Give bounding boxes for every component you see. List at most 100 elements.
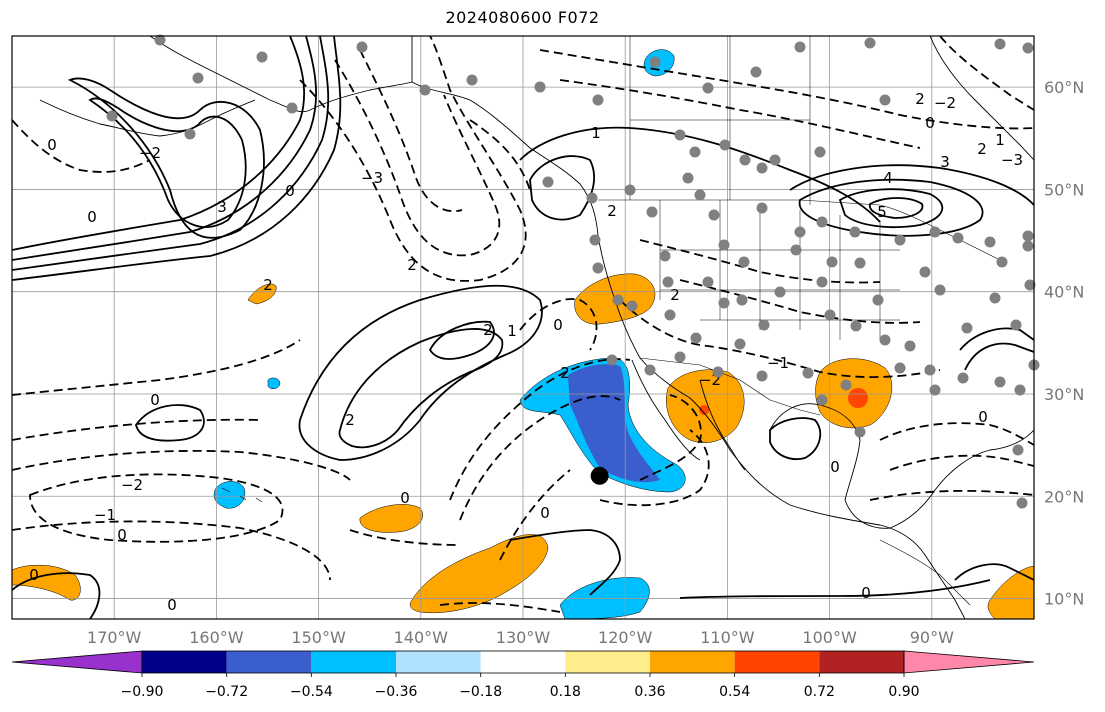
contour-positive (338, 328, 504, 449)
coastlines (39, 36, 1034, 619)
colorbar-tick-label: −0.36 (375, 684, 418, 700)
contour-negative (469, 119, 531, 191)
station-dot (794, 226, 806, 238)
colorbar-over-triangle (903, 650, 1035, 674)
map-title: 2024080600 F072 (445, 8, 600, 27)
contour-positive (12, 36, 342, 281)
contour-negative (639, 394, 702, 481)
contour-label: 2 (263, 276, 273, 294)
colorbar-swatch (480, 651, 566, 673)
contour-label: 0 (29, 566, 39, 584)
contour-label: 4 (883, 169, 893, 187)
longitude-tick-label: 150°W (291, 628, 346, 647)
contour-negative (334, 59, 501, 257)
colorbar-tick-label: −0.72 (205, 684, 248, 700)
contour-negative (879, 422, 1034, 446)
contour-negative (519, 298, 598, 351)
positive-anomaly-small (247, 283, 277, 305)
station-dot (984, 236, 996, 248)
station-dot (961, 322, 973, 334)
station-dot (816, 276, 828, 288)
alaska-coast (149, 36, 413, 113)
latitude-tick-label: 30°N (1044, 385, 1084, 404)
longitude-tick-label: 160°W (189, 628, 244, 647)
station-dot (952, 232, 964, 244)
contour-negative (449, 358, 631, 501)
station-dot (736, 294, 748, 306)
contour-positive (519, 126, 881, 223)
contour-label: 1 (591, 124, 601, 142)
contour-positive (959, 327, 1034, 351)
station-dot (774, 286, 786, 298)
station-dot (826, 256, 838, 268)
station-dot (466, 74, 478, 86)
contour-positive (12, 36, 317, 261)
gridlines (12, 36, 1034, 619)
station-dot (690, 332, 702, 344)
contour-positive (954, 563, 1034, 581)
station-dot (924, 364, 936, 376)
station-dot (994, 376, 1006, 388)
contour-label: 2 (345, 411, 355, 429)
station-dot (184, 128, 196, 140)
negative-anomaly-tiny (267, 377, 281, 389)
contour-positive (135, 404, 205, 442)
contour-negative (359, 49, 463, 213)
station-dot (756, 162, 768, 174)
contour-label: 0 (400, 489, 410, 507)
station-dot (674, 351, 686, 363)
station-dot (689, 146, 701, 158)
contour-label: 0 (150, 391, 160, 409)
station-dot (702, 82, 714, 94)
contour-label: −1 (767, 354, 789, 372)
station-dot (712, 366, 724, 378)
map-frame (11, 35, 1035, 620)
contour-negative (599, 429, 710, 507)
contour-positive (88, 97, 247, 228)
contour-label: −2 (139, 144, 161, 162)
location-marker (590, 466, 609, 485)
latitude-tick-label: 50°N (1044, 180, 1084, 199)
station-dot (356, 41, 368, 53)
colorbar-tick-label: 0.54 (719, 684, 750, 700)
station-dot (894, 362, 906, 374)
contour-label: 0 (925, 114, 935, 132)
contour-label: 5 (877, 203, 887, 221)
station-dot (1024, 279, 1036, 291)
station-dot (256, 51, 268, 63)
station-dot (894, 234, 906, 246)
station-dot (606, 354, 618, 366)
contour-label: 2 (407, 256, 417, 274)
station-dot (419, 84, 431, 96)
contour-label: 0 (553, 316, 563, 334)
station-dot (879, 94, 891, 106)
station-dot (708, 209, 720, 221)
station-dot (790, 244, 802, 256)
canada-provinces (629, 36, 811, 205)
contour-positive (769, 417, 822, 460)
contour-label: 2 (670, 286, 680, 304)
state-lines (659, 200, 900, 340)
aleutians (39, 99, 256, 137)
station-dot (644, 364, 656, 376)
colorbar-swatch (819, 651, 904, 673)
station-dot (1022, 230, 1034, 242)
latitude-tick-label: 60°N (1044, 78, 1084, 97)
contour-negative (869, 489, 1034, 501)
contour-label: 0 (47, 136, 57, 154)
station-dot (286, 102, 298, 114)
longitude-tick-label: 100°W (802, 628, 857, 647)
colorbar-swatch (734, 651, 820, 673)
station-dot (758, 319, 770, 331)
station-dot (934, 284, 946, 296)
colorbar-tick-label: −0.18 (459, 684, 502, 700)
latitude-tick-label: 20°N (1044, 487, 1084, 506)
station-dot (904, 340, 916, 352)
longitude-labels: 170°W 160°W 150°W 140°W 130°W 120°W 110°W 100°W… (87, 628, 954, 647)
station-dot (919, 266, 931, 278)
station-dot (854, 257, 866, 269)
longitude-tick-label: 120°W (598, 628, 653, 647)
contour-positive (964, 342, 1034, 371)
station-dot (849, 226, 861, 238)
